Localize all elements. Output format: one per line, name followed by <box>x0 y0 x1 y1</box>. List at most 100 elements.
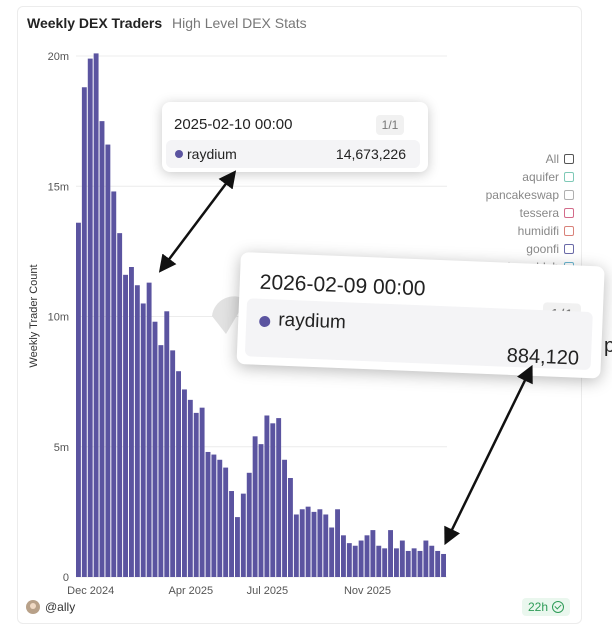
legend-label: pancakeswap <box>485 188 559 202</box>
bar[interactable] <box>170 350 176 577</box>
bar[interactable] <box>305 506 311 577</box>
chart-header: Weekly DEX Traders High Level DEX Stats <box>27 15 307 31</box>
bar[interactable] <box>134 285 140 577</box>
x-tick-label: Dec 2024 <box>67 585 114 597</box>
bar[interactable] <box>211 454 217 577</box>
bar[interactable] <box>399 540 405 577</box>
bar[interactable] <box>364 535 370 577</box>
tooltip-row: raydium 14,673,226 <box>166 140 420 168</box>
bar[interactable] <box>223 467 229 577</box>
bar[interactable] <box>158 345 164 577</box>
bar[interactable] <box>276 418 282 577</box>
bar[interactable] <box>187 399 193 577</box>
bar[interactable] <box>240 493 246 577</box>
bar[interactable] <box>423 540 429 577</box>
legend-item-tessera[interactable]: tessera <box>458 204 574 222</box>
bar[interactable] <box>417 550 423 577</box>
bar[interactable] <box>152 321 158 577</box>
legend-item-pancakeswap[interactable]: pancakeswap <box>458 186 574 204</box>
bar[interactable] <box>123 274 128 577</box>
legend-item-goonfi[interactable]: goonfi <box>458 240 574 258</box>
bar[interactable] <box>264 415 270 577</box>
x-tick-label: Jul 2025 <box>247 585 289 597</box>
bar[interactable] <box>370 530 376 577</box>
bar[interactable] <box>382 548 388 577</box>
bar[interactable] <box>352 545 358 577</box>
tooltip-page: 1/1 <box>376 115 404 135</box>
bar[interactable] <box>429 545 435 577</box>
bar[interactable] <box>341 535 346 577</box>
bar[interactable] <box>258 444 264 577</box>
bar[interactable] <box>358 540 364 577</box>
bar[interactable] <box>388 530 393 577</box>
bar[interactable] <box>76 222 81 577</box>
bar[interactable] <box>323 514 329 577</box>
bar[interactable] <box>146 282 152 577</box>
bar[interactable] <box>270 423 276 577</box>
y-axis-ticks: 0 5m 10m 15m 20m <box>48 51 69 584</box>
bar[interactable] <box>317 509 323 577</box>
bar[interactable] <box>199 407 205 577</box>
y-tick-label: 5m <box>54 442 69 454</box>
bar[interactable] <box>105 144 111 577</box>
bar[interactable] <box>335 509 340 577</box>
refresh-badge[interactable]: 22h <box>522 598 571 616</box>
bar[interactable] <box>441 553 446 577</box>
bar[interactable] <box>411 548 417 577</box>
legend-swatch <box>564 154 574 164</box>
bar[interactable] <box>129 267 134 577</box>
bar[interactable] <box>282 459 287 577</box>
bar[interactable] <box>288 478 293 577</box>
legend-swatch <box>564 208 574 218</box>
avatar <box>26 600 40 614</box>
bar[interactable] <box>176 371 181 577</box>
bar[interactable] <box>93 53 99 577</box>
bar[interactable] <box>99 121 105 578</box>
author[interactable]: @ally <box>26 600 75 614</box>
bar[interactable] <box>346 543 352 577</box>
bar[interactable] <box>182 389 187 577</box>
bar[interactable] <box>205 451 211 577</box>
bar[interactable] <box>394 548 399 577</box>
chart-title: Weekly DEX Traders <box>27 15 163 31</box>
chart-subtitle[interactable]: High Level DEX Stats <box>172 15 307 31</box>
legend-item-aquifer[interactable]: aquifer <box>458 168 574 186</box>
bar[interactable] <box>376 545 382 577</box>
tooltip-series-name: raydium <box>277 309 347 334</box>
bar[interactable] <box>229 491 234 577</box>
bar[interactable] <box>246 472 252 577</box>
bar[interactable] <box>87 58 93 578</box>
y-axis-label: Weekly Trader Count <box>28 264 40 367</box>
bar[interactable] <box>329 527 335 578</box>
legend-swatch <box>564 190 574 200</box>
series-dot-icon <box>259 315 271 328</box>
bar[interactable] <box>405 550 411 577</box>
bar[interactable] <box>311 511 317 578</box>
bar[interactable] <box>217 459 223 577</box>
y-tick-label: 10m <box>48 312 69 324</box>
tooltip-last-week: 2026-02-09 00:00 1/1 raydium 884,120 <box>236 252 605 379</box>
check-circle-icon <box>552 601 565 613</box>
bar[interactable] <box>140 303 146 577</box>
bar[interactable] <box>293 514 299 577</box>
tooltip-overflow-text: p <box>604 335 612 357</box>
x-tick-label: Nov 2025 <box>344 585 391 597</box>
x-axis-ticks: Dec 2024 Apr 2025 Jul 2025 Nov 2025 <box>67 585 391 597</box>
bar[interactable] <box>81 87 87 577</box>
tooltip-first-week: 2025-02-10 00:00 1/1 raydium 14,673,226 <box>162 102 428 172</box>
author-handle: @ally <box>45 600 76 614</box>
legend-item-All[interactable]: All <box>458 150 574 168</box>
bar[interactable] <box>252 436 258 577</box>
bar[interactable] <box>435 550 441 577</box>
bar[interactable] <box>193 412 199 577</box>
legend-item-humidifi[interactable]: humidifi <box>458 222 574 240</box>
x-tick-label: Apr 2025 <box>169 585 214 597</box>
legend-label: humidifi <box>517 224 559 238</box>
bar[interactable] <box>111 191 117 577</box>
bar[interactable] <box>299 509 305 577</box>
bar[interactable] <box>164 311 170 577</box>
bar[interactable] <box>235 517 240 577</box>
bar[interactable] <box>117 233 123 577</box>
tooltip-series-name: raydium <box>187 146 237 162</box>
